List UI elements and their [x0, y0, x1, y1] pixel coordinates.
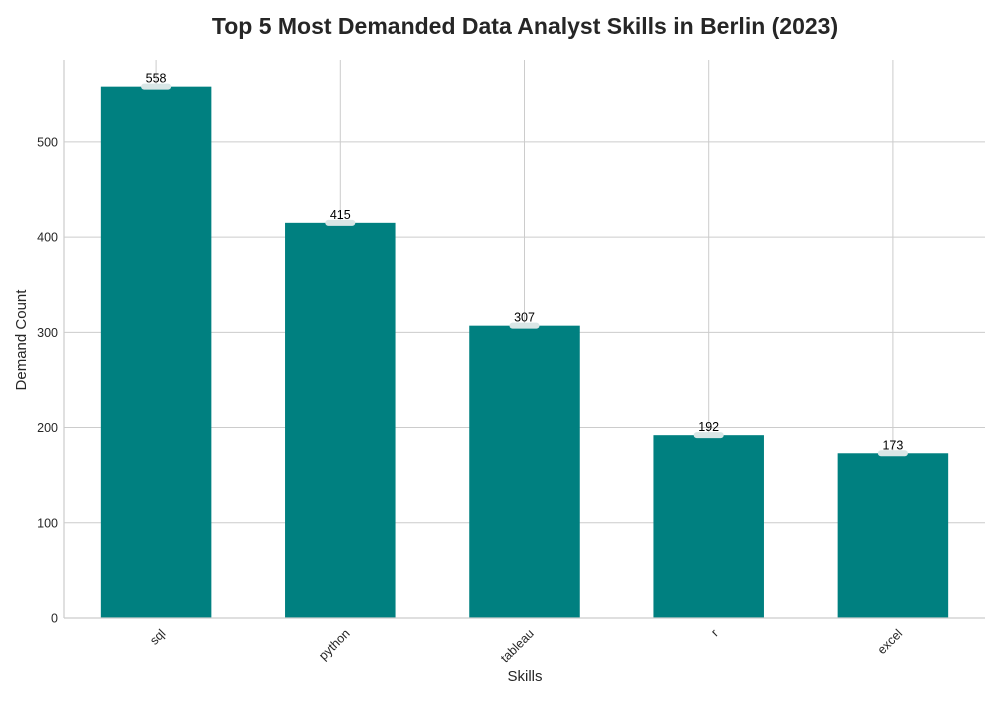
bars: [100, 86, 949, 619]
bar-excel: [837, 453, 949, 618]
data-label-tableau: 307: [514, 311, 535, 325]
x-tick-label-r: r: [708, 626, 721, 639]
y-tick-label: 0: [51, 612, 58, 626]
data-label-box: [877, 450, 908, 457]
x-tick-label-tableau: tableau: [498, 626, 537, 665]
y-tick-label: 400: [37, 231, 58, 245]
y-tick-label: 300: [37, 326, 58, 340]
data-label-excel: 173: [882, 438, 903, 452]
y-axis-ticks: 0 100 200 300 400 500: [37, 135, 58, 625]
y-axis-title: Demand Count: [13, 289, 30, 391]
data-labels: 558 415 307 192 173: [141, 72, 908, 457]
x-tick-label-excel: excel: [875, 626, 906, 657]
x-axis-ticks: sql python tableau r excel: [147, 626, 905, 665]
x-tick-label-sql: sql: [147, 626, 168, 647]
x-axis-title: Skills: [507, 668, 542, 685]
data-label-sql: 558: [146, 72, 167, 86]
bar-python: [285, 222, 396, 618]
bar-r: [653, 435, 764, 618]
data-label-r: 192: [698, 420, 719, 434]
data-label-box: [325, 219, 356, 226]
bar-tableau: [469, 325, 580, 618]
y-tick-label: 100: [37, 516, 58, 530]
data-label-box: [509, 322, 540, 329]
y-tick-label: 200: [37, 421, 58, 435]
data-label-box: [141, 83, 172, 90]
data-label-python: 415: [330, 208, 351, 222]
bar-sql: [100, 86, 212, 619]
data-label-box: [693, 432, 724, 439]
y-tick-label: 500: [37, 135, 58, 149]
chart-title: Top 5 Most Demanded Data Analyst Skills …: [212, 13, 838, 39]
x-tick-label-python: python: [316, 626, 352, 662]
